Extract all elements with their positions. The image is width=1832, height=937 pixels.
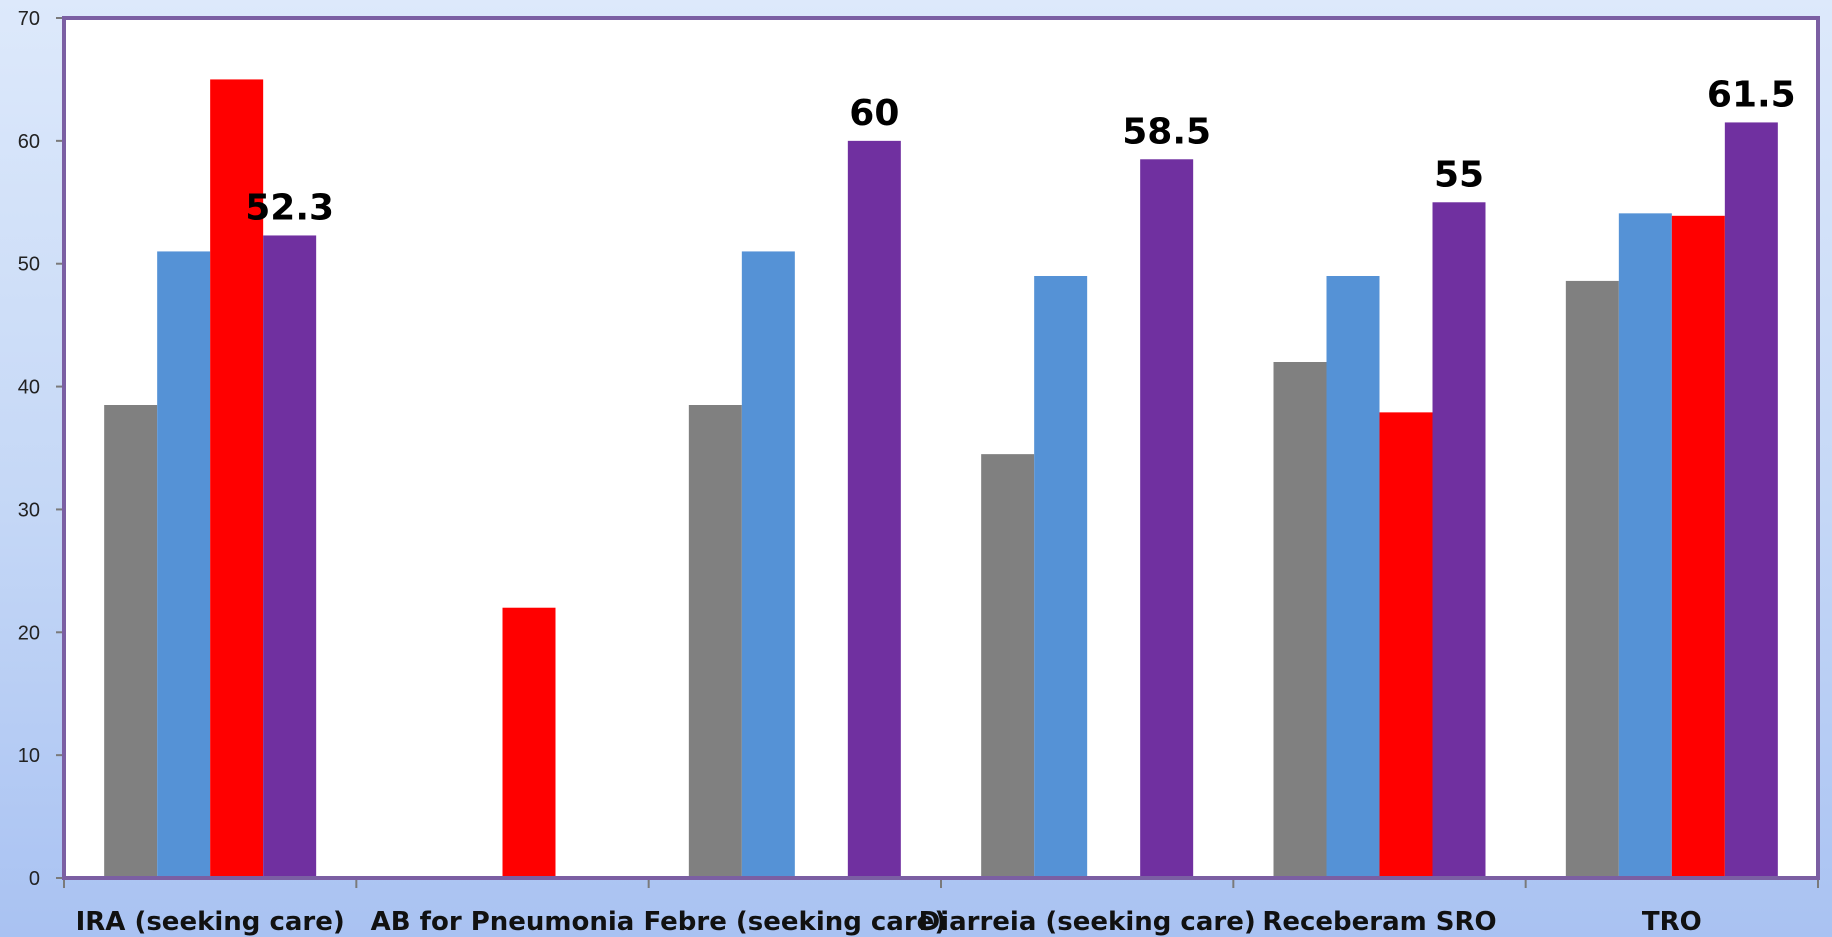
category-label-0: IRA (seeking care)	[76, 907, 345, 937]
bar-s0-c0	[104, 405, 158, 878]
data-label-0: 52.3	[245, 187, 334, 228]
bar-s3-c5	[1724, 122, 1778, 878]
bar-s1-c4	[1326, 276, 1380, 878]
category-label-1: AB for Pneumonia	[371, 907, 635, 937]
bar-s3-c4	[1432, 202, 1486, 879]
bar-s0-c4	[1273, 362, 1327, 878]
bar-s2-c1	[502, 607, 556, 878]
data-label-4: 61.5	[1707, 74, 1796, 115]
data-label-1: 60	[849, 93, 899, 134]
category-label-4: Receberam SRO	[1262, 907, 1496, 937]
y-tick-label-2: 20	[18, 622, 40, 644]
y-tick-label-3: 30	[18, 499, 40, 521]
plot-border	[62, 16, 1820, 880]
plot-area	[64, 18, 1818, 878]
y-tick-label-7: 70	[18, 8, 40, 30]
bar-s2-c4	[1379, 412, 1433, 878]
bar-s2-c0	[210, 79, 264, 878]
category-label-2: Febre (seeking care)	[643, 907, 946, 937]
labels-group: IRA (seeking care) AB for Pneumonia Febre …	[76, 74, 1796, 937]
data-label-2: 58.5	[1122, 111, 1211, 152]
bar-s1-c5	[1618, 213, 1672, 879]
bar-s2-c5	[1671, 215, 1725, 879]
bar-s0-c3	[981, 454, 1035, 878]
bar-s3-c2	[847, 140, 901, 878]
bar-s3-c3	[1140, 159, 1194, 879]
y-tick-label-1: 10	[18, 745, 40, 767]
y-tick-label-6: 60	[18, 131, 40, 153]
bar-s1-c3	[1034, 276, 1088, 878]
bars-group	[104, 79, 1778, 879]
axes-group: 0 10 20 30 40 50 60 70	[18, 8, 1819, 890]
y-tick-label-0: 0	[29, 868, 40, 890]
y-tick-label-5: 50	[18, 254, 40, 276]
bar-s0-c2	[688, 405, 742, 878]
bar-s0-c5	[1565, 280, 1619, 878]
bar-s3-c0	[263, 235, 317, 878]
y-tick-label-4: 40	[18, 377, 40, 399]
category-label-3: Diarreia (seeking care)	[919, 907, 1256, 937]
bar-s1-c2	[741, 251, 795, 878]
data-label-3: 55	[1434, 154, 1484, 195]
bar-s1-c0	[157, 251, 211, 878]
category-label-5: TRO	[1642, 907, 1702, 937]
